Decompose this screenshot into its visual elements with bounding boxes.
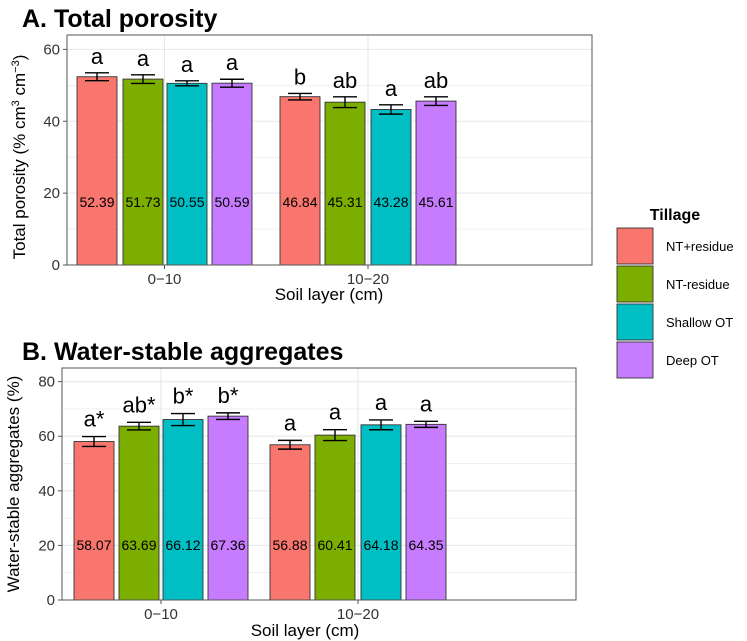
bar: [166, 82, 208, 266]
legend: Tillage NT+residue NT-residue Shallow OT De…: [616, 207, 734, 379]
y-axis-label: Total porosity (% cm3 cm−3): [10, 55, 29, 260]
data-label: 43.28: [373, 194, 408, 210]
y-tick-label: 40: [43, 113, 60, 130]
data-label: 64.18: [363, 537, 398, 553]
legend-key: [616, 227, 654, 265]
significance-letter: a*: [84, 407, 105, 432]
x-axis-label: Soil layer (cm): [275, 285, 384, 304]
legend-item-label: NT-residue: [666, 277, 730, 292]
bar: [370, 109, 412, 266]
data-label: 46.84: [282, 194, 317, 210]
data-label: 50.59: [214, 194, 249, 210]
significance-letter: b*: [218, 383, 239, 408]
bar: [269, 444, 311, 601]
x-tick-label: 0−10: [148, 271, 182, 288]
data-label: 58.07: [76, 537, 111, 553]
data-label: 52.39: [79, 194, 114, 210]
data-label: 60.41: [317, 537, 352, 553]
chart-title: A. Total porosity: [22, 5, 217, 33]
bar: [73, 441, 115, 601]
x-tick-label: 0−10: [144, 606, 178, 623]
bar: [415, 100, 457, 266]
significance-letter: ab: [424, 68, 448, 93]
bar: [211, 82, 253, 266]
x-axis-label: Soil layer (cm): [251, 621, 360, 640]
bar: [360, 424, 402, 601]
significance-letter: a: [137, 46, 150, 71]
legend-item-label: NT+residue: [666, 239, 734, 254]
data-label: 56.88: [272, 537, 307, 553]
bar: [122, 78, 164, 266]
significance-letter: b*: [173, 384, 194, 409]
legend-key: [616, 265, 654, 303]
significance-letter: a: [181, 52, 194, 77]
x-tick-label: 10−20: [347, 271, 389, 288]
bar: [279, 96, 321, 266]
panel-total-porosity: A. Total porosity a 52.39 b 46.84 a 51.73 ab 45…: [10, 5, 593, 304]
panel-border: [66, 34, 593, 266]
significance-letter: a: [385, 76, 398, 101]
y-tick-label: 60: [43, 41, 60, 58]
significance-letter: a: [284, 410, 297, 435]
bar: [162, 419, 204, 601]
significance-letter: a: [375, 390, 388, 415]
significance-letter: ab: [333, 68, 357, 93]
y-tick-label: 0: [52, 257, 60, 274]
data-label: 63.69: [121, 537, 156, 553]
legend-item-label: Deep OT: [666, 353, 719, 368]
panel-border: [61, 367, 577, 601]
significance-letter: a: [226, 50, 239, 75]
data-label: 64.35: [408, 537, 443, 553]
legend-key: [616, 341, 654, 379]
y-tick-label: 80: [38, 374, 55, 391]
legend-title: Tillage: [650, 207, 700, 224]
bar: [314, 434, 356, 601]
data-label: 45.31: [327, 194, 362, 210]
data-label: 67.36: [210, 537, 245, 553]
significance-letter: ab*: [122, 392, 155, 417]
legend-key: [616, 303, 654, 341]
y-tick-label: 0: [47, 592, 55, 609]
data-label: 50.55: [169, 194, 204, 210]
bar: [324, 101, 366, 266]
data-label: 66.12: [165, 537, 200, 553]
bar: [76, 76, 118, 266]
bar: [118, 425, 160, 601]
y-tick-label: 20: [38, 537, 55, 554]
significance-letter: b: [294, 64, 306, 89]
y-tick-label: 20: [43, 185, 60, 202]
significance-letter: a: [329, 400, 342, 425]
x-tick-label: 10−20: [337, 606, 379, 623]
data-label: 45.61: [418, 194, 453, 210]
significance-letter: a: [91, 44, 104, 69]
panel-water-stable-aggregates: B. Water-stable aggregates a* 58.07 a 56.88…: [4, 338, 577, 640]
bar: [207, 415, 249, 601]
legend-item-label: Shallow OT: [666, 315, 733, 330]
y-tick-label: 60: [38, 428, 55, 445]
y-tick-label: 40: [38, 483, 55, 500]
y-axis-label: Water-stable aggregates (%): [4, 376, 23, 593]
data-label: 51.73: [125, 194, 160, 210]
significance-letter: a: [420, 391, 433, 416]
chart-title: B. Water-stable aggregates: [22, 338, 343, 366]
bar: [405, 423, 447, 601]
